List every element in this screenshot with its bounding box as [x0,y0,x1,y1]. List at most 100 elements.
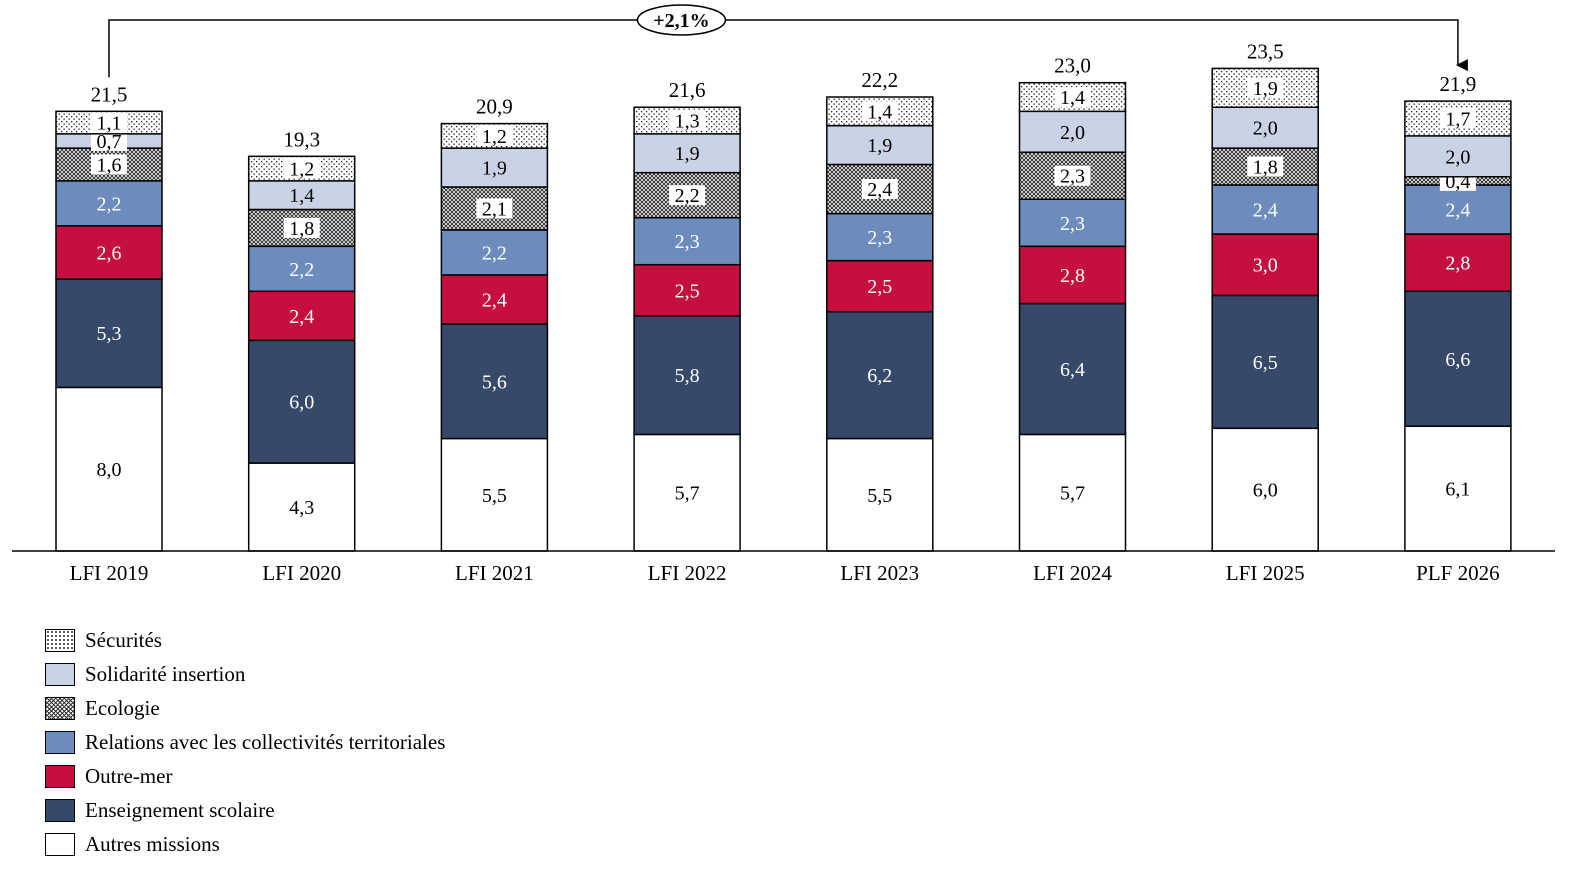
bar-segment [440,323,549,440]
data-label: 2,2 [289,259,314,281]
x-tick-label: LFI 2022 [648,561,727,585]
bar-segment [1211,294,1319,430]
legend-swatch [45,798,75,822]
data-label: 1,9 [675,143,700,165]
bar-segment [826,259,934,313]
data-label: 6,2 [867,365,892,387]
data-label-background [91,154,127,175]
bar-segment [1018,245,1127,305]
x-tick-label: PLF 2026 [1416,561,1499,585]
data-label: 2,4 [1253,199,1278,221]
data-label: 2,5 [867,276,892,298]
data-label: 1,9 [482,158,507,180]
legend-label: Ecologie [85,695,160,720]
bar-segment [826,124,934,166]
data-label: 1,2 [482,126,507,148]
bar-segment [247,339,356,464]
legend-label: Solidarité insertion [85,661,246,686]
bar-segment [247,245,356,293]
data-label: 2,0 [1060,122,1085,144]
data-label: 4,3 [289,497,314,519]
growth-label: +2,1% [653,10,709,32]
data-label: 6,6 [1445,349,1470,371]
data-label: 1,9 [867,135,892,157]
bar-segment [1404,290,1512,428]
total-label: 23,5 [1247,39,1284,63]
data-label-background [861,179,898,200]
bar-segment [633,315,741,436]
data-label-background [1054,165,1091,186]
data-label: 2,0 [1445,146,1470,168]
legend-item: Solidarité insertion [45,657,445,691]
bar-segment [1404,184,1512,235]
data-label-background [1054,87,1091,108]
data-label: 1,2 [289,159,314,181]
data-label: 6,5 [1253,352,1278,374]
data-label: 2,8 [1060,265,1085,287]
total-label: 22,2 [861,68,898,92]
data-label: 6,1 [1445,479,1470,501]
legend-item: Outre-mer [45,759,445,793]
data-label-background [283,158,320,179]
data-label: 2,4 [867,179,892,201]
bar-segment [440,229,549,276]
bars-layer: 8,0 5,3 2,6 2,2 1,60,71,1 21,5 4,3 6,0 2,4 2,2 1,8… [55,39,1512,552]
legend-swatch [45,764,75,788]
data-label-background [91,112,127,133]
x-tick-label: LFI 2019 [70,561,149,585]
bar-segment [826,437,934,552]
data-label: 1,3 [675,111,700,133]
data-label: 8,0 [97,459,122,481]
data-label: 2,2 [97,193,122,215]
total-label: 21,6 [669,78,706,102]
bar-segment [1018,302,1127,436]
legend-item: Ecologie [45,691,445,725]
bar-segment [247,180,356,211]
data-label: 5,7 [675,483,700,505]
bar-segment [440,147,549,188]
data-label: 1,8 [1253,157,1278,179]
bar-segment [55,386,163,552]
x-tick-label: LFI 2025 [1226,561,1305,585]
legend-label: Autres missions [85,831,220,856]
bar-segment [1211,106,1319,149]
data-label: 2,2 [675,185,700,207]
data-label: 2,1 [482,198,507,220]
data-label: 6,0 [1253,480,1278,502]
legend-item: Sécurités [45,623,445,657]
bar-segment [1211,427,1319,552]
total-label: 23,0 [1054,54,1091,78]
data-label: 0,7 [97,131,122,153]
legend-swatch [45,628,75,652]
data-label-background [1439,108,1476,129]
legend-item: Enseignement scolaire [45,793,445,827]
data-label: 5,5 [867,485,892,507]
data-label-background [283,217,320,238]
bar-segment [1404,135,1512,178]
data-label: 2,4 [482,289,507,311]
data-label: 3,0 [1253,255,1278,277]
data-label: 2,3 [675,231,700,253]
data-label: 5,6 [482,371,507,393]
bar-segment [1211,184,1319,235]
data-label: 2,8 [1445,253,1470,275]
legend-label: Relations avec les collectivités territo… [85,729,446,754]
growth-arrow [108,19,1468,78]
data-label: 2,4 [289,306,314,328]
data-label-background [1247,77,1284,98]
total-label: 19,3 [283,127,320,151]
bar-segment [633,216,741,266]
data-label: 5,5 [482,485,507,507]
data-label: 2,0 [1253,118,1278,140]
bar-segment [247,462,356,552]
data-label: 5,8 [675,365,700,387]
data-label: 1,9 [1253,78,1278,100]
data-label: 1,1 [97,113,122,135]
legend-label: Sécurités [85,627,162,652]
growth-annotation: +2,1% [108,4,1468,78]
data-label-background [1247,156,1284,177]
data-label-background [861,101,898,122]
bar-segment [826,310,934,440]
x-tick-labels: LFI 2019 LFI 2020 LFI 2021 LFI 2022 LFI 2023… [70,561,1500,585]
data-label: 2,4 [1445,199,1470,221]
